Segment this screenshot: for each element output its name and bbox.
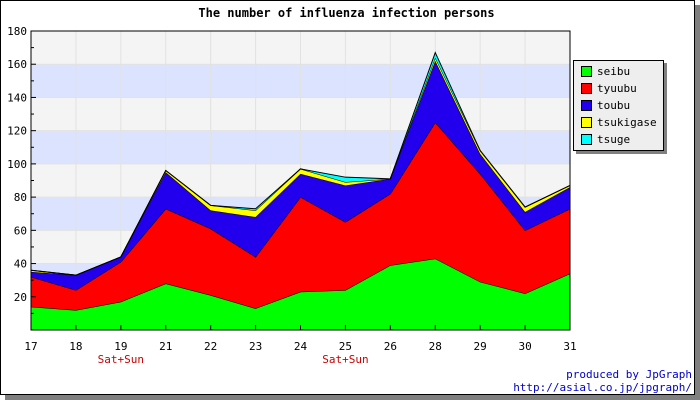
credit-url[interactable]: http://asial.co.jp/jpgraph/ — [513, 381, 692, 394]
area-toubu — [31, 60, 570, 291]
y-tick-label: 120 — [7, 125, 27, 138]
legend-swatch — [581, 66, 592, 77]
x-tick-label: 29 — [474, 340, 487, 353]
legend-swatch — [581, 117, 592, 128]
x-tick-label: 28 — [429, 340, 442, 353]
y-tick-label: 160 — [7, 58, 27, 71]
x-tick-label: 17 — [24, 340, 37, 353]
x-secondary-label: Sat+Sun — [322, 353, 368, 366]
legend-swatch — [581, 100, 592, 111]
area-seibu — [31, 258, 570, 330]
x-secondary-label: Sat+Sun — [98, 353, 144, 366]
y-tick-label: 40 — [14, 258, 27, 271]
legend-label: tsuge — [597, 133, 631, 146]
legend-label: tsukigase — [597, 116, 657, 129]
x-tick-label: 26 — [384, 340, 397, 353]
legend-item-tsuge: tsuge — [574, 131, 663, 148]
legend-item-toubu: toubu — [574, 97, 663, 114]
y-tick-label: 140 — [7, 91, 27, 104]
x-tick-label: 31 — [563, 340, 576, 353]
legend-item-tsukigase: tsukigase — [574, 114, 663, 131]
x-tick-label: 30 — [518, 340, 531, 353]
chart-title: The number of influenza infection person… — [198, 6, 495, 20]
credit-produced-by: produced by JpGraph — [566, 368, 692, 381]
x-tick-label: 18 — [69, 340, 82, 353]
legend-label: toubu — [597, 99, 631, 112]
y-tick-label: 180 — [7, 25, 27, 38]
legend-label: tyuubu — [597, 82, 637, 95]
line-tsuge — [30, 51, 571, 276]
x-tick-label: 25 — [339, 340, 352, 353]
x-tick-label: 23 — [249, 340, 262, 353]
legend-swatch — [581, 134, 592, 145]
y-tick-label: 100 — [7, 158, 27, 171]
area-tyuubu — [31, 122, 570, 311]
legend: seibu tyuubu toubu tsukigase tsuge — [573, 60, 664, 151]
y-tick-label: 60 — [14, 224, 27, 237]
x-tick-label: 22 — [204, 340, 217, 353]
x-tick-label: 21 — [159, 340, 172, 353]
legend-label: seibu — [597, 65, 631, 78]
x-tick-label: 19 — [114, 340, 127, 353]
y-tick-label: 20 — [14, 291, 27, 304]
legend-item-tyuubu: tyuubu — [574, 80, 663, 97]
x-tick-label: 24 — [294, 340, 308, 353]
legend-item-seibu: seibu — [574, 63, 663, 80]
y-tick-label: 80 — [14, 191, 27, 204]
legend-swatch — [581, 83, 592, 94]
